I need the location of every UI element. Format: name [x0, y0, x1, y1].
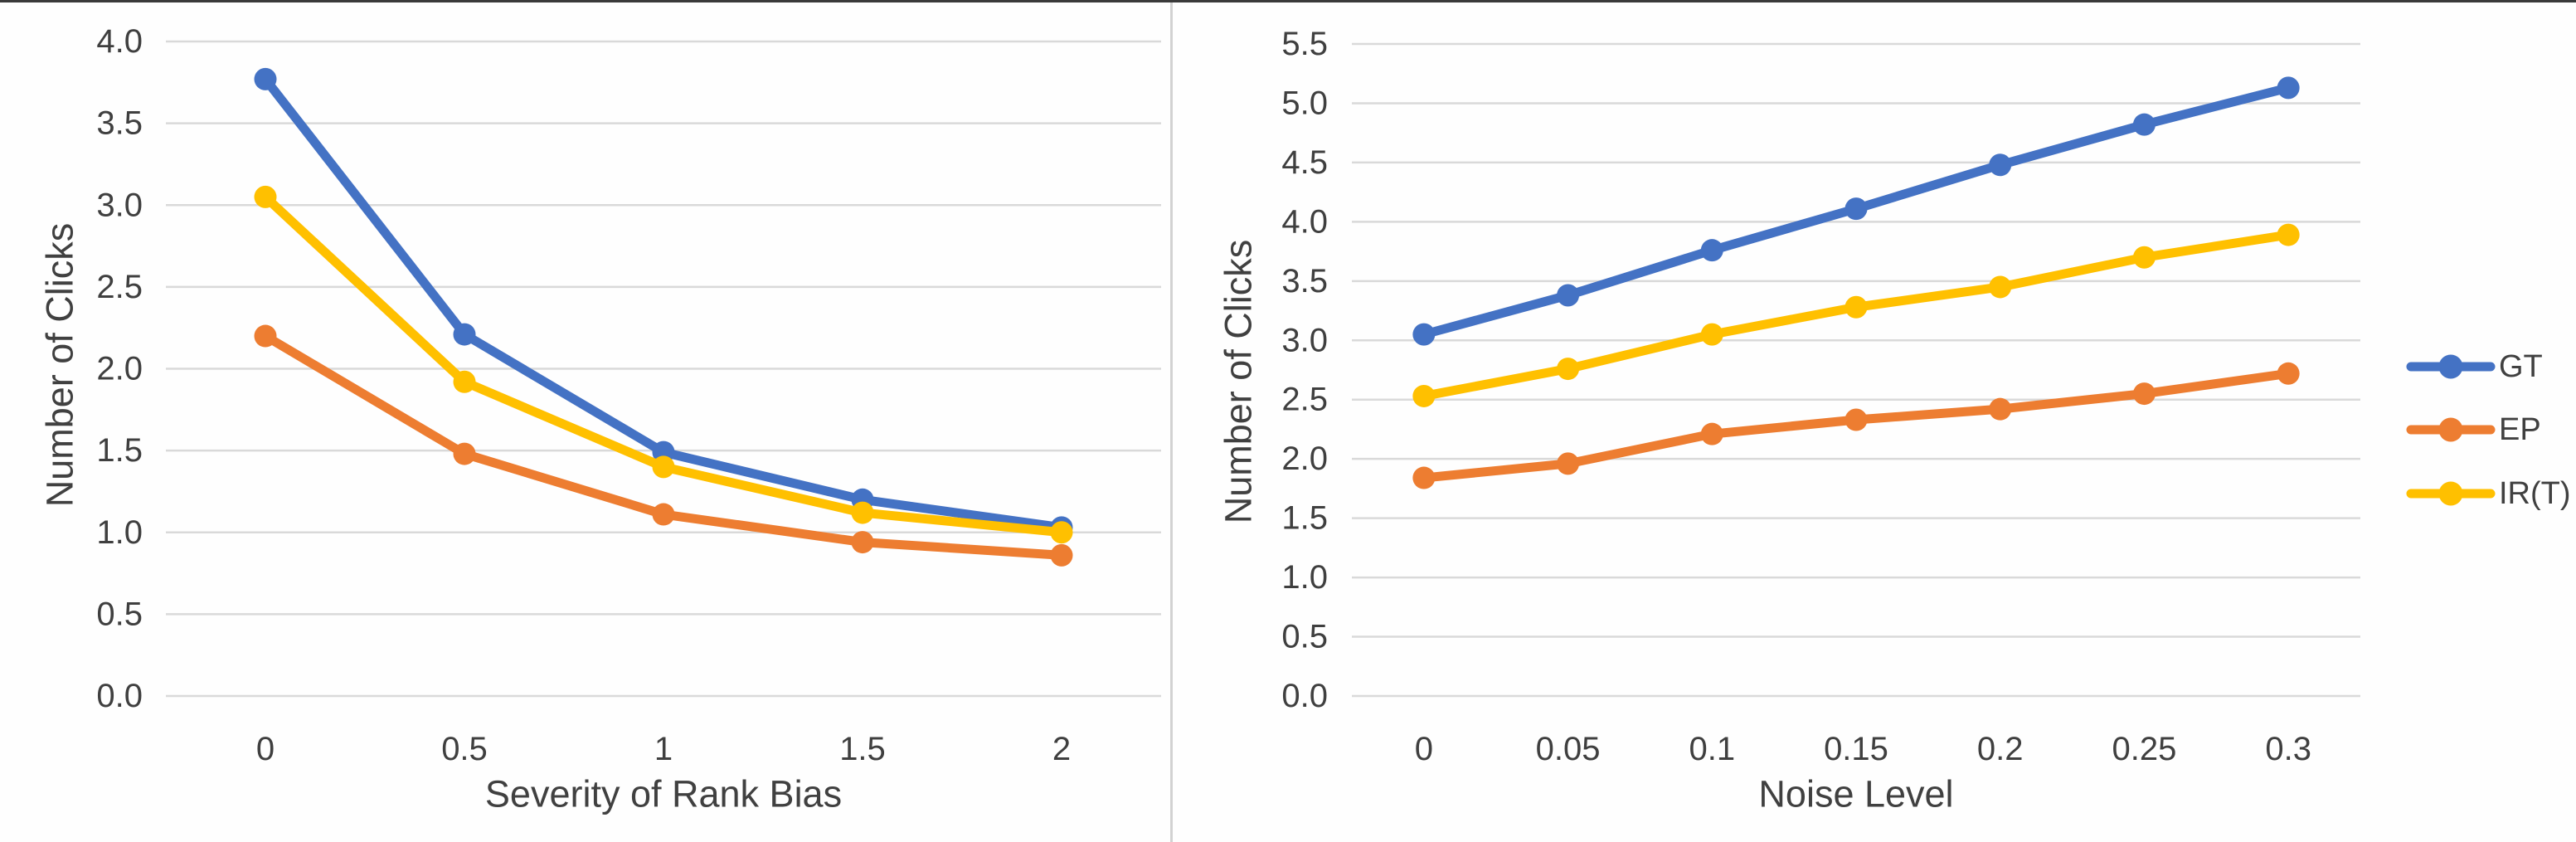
legend-label-IR(T): IR(T)	[2499, 476, 2571, 511]
x-tick-label: 0	[1415, 731, 1433, 767]
data-point-GT	[1845, 197, 1868, 221]
data-point-IR(T)	[2277, 223, 2300, 246]
y-tick-label: 3.5	[1281, 263, 1328, 299]
data-point-GT	[2277, 76, 2300, 100]
y-tick-label: 3.0	[96, 187, 143, 223]
data-point-IR(T)	[1700, 323, 1723, 346]
y-tick-label: 0.0	[96, 678, 143, 714]
y-tick-label: 3.5	[96, 105, 143, 142]
rank-bias-chart-panel: 0.0 0.5 1.0 1.5 2.0 2.5 3.0 3.5 4.0 0 0.5 1 1.5 2 Seve…	[0, 0, 1172, 842]
data-point-EP	[1557, 452, 1580, 475]
y-tick-label: 0.5	[1281, 619, 1328, 655]
y-tick-label: 1.5	[96, 432, 143, 469]
data-point-EP	[652, 503, 675, 526]
y-tick-label: 0.0	[1281, 678, 1328, 714]
data-point-IR(T)	[851, 501, 874, 524]
y-tick-label: 4.5	[1281, 144, 1328, 181]
y-tick-label: 5.5	[1281, 26, 1328, 62]
y-tick-label: 4.0	[1281, 203, 1328, 240]
noise-level-chart-panel: 0.0 0.5 1.0 1.5 2.0 2.5 3.0 3.5 4.0 4.5 5.0 5.5 0 0.0…	[1172, 0, 2576, 842]
data-point-IR(T)	[2132, 246, 2156, 269]
x-tick-label: 0.25	[2112, 731, 2176, 767]
series-line-IR(T)	[260, 192, 1067, 538]
data-point-EP	[1412, 466, 1436, 489]
rank-bias-line-chart: 0.0 0.5 1.0 1.5 2.0 2.5 3.0 3.5 4.0 0 0.5 1 1.5 2 Seve…	[39, 23, 1161, 815]
x-tick-label: 0.3	[2265, 731, 2311, 767]
x-tick-label: 0.5	[441, 731, 488, 767]
data-point-EP	[1989, 397, 2012, 421]
data-point-IR(T)	[1845, 295, 1868, 319]
legend-marker-IR(T)	[2438, 481, 2463, 506]
data-point-GT	[1700, 239, 1723, 262]
legend-label-GT: GT	[2499, 349, 2543, 384]
data-point-IR(T)	[453, 370, 476, 393]
y-tick-label: 1.0	[96, 514, 143, 551]
data-point-IR(T)	[1050, 521, 1073, 544]
data-point-GT	[1412, 323, 1436, 346]
y-tick-label: 0.5	[96, 596, 143, 632]
x-tick-label: 1.5	[839, 731, 886, 767]
x-axis-title: Noise Level	[1758, 773, 1953, 815]
x-tick-label: 0.2	[1977, 731, 2024, 767]
data-point-GT	[1557, 284, 1580, 307]
x-tick-label: 0.15	[1824, 731, 1888, 767]
y-tick-label: 1.0	[1281, 559, 1328, 596]
x-tick-label: 1	[654, 731, 673, 767]
y-tick-label: 2.0	[1281, 440, 1328, 477]
legend-marker-EP	[2438, 417, 2463, 442]
legend-marker-GT	[2438, 354, 2463, 379]
x-tick-label: 0	[256, 731, 275, 767]
data-point-GT	[254, 67, 277, 90]
x-tick-label: 0.1	[1689, 731, 1735, 767]
noise-level-line-chart: 0.0 0.5 1.0 1.5 2.0 2.5 3.0 3.5 4.0 4.5 5.0 5.5 0 0.0…	[1218, 26, 2571, 815]
data-point-EP	[1050, 543, 1073, 567]
data-point-GT	[453, 323, 476, 346]
data-point-EP	[851, 531, 874, 554]
y-tick-label: 2.5	[1281, 382, 1328, 418]
y-tick-label: 4.0	[96, 23, 143, 60]
data-point-EP	[2277, 362, 2300, 385]
data-point-EP	[453, 442, 476, 465]
top-border	[0, 0, 2576, 2]
y-axis-title: Number of Clicks	[39, 223, 81, 508]
data-point-GT	[1989, 153, 2012, 177]
y-tick-label: 3.0	[1281, 322, 1328, 358]
x-tick-label: 0.05	[1536, 731, 1601, 767]
data-point-EP	[1845, 408, 1868, 431]
y-tick-label: 1.5	[1281, 500, 1328, 537]
y-tick-label: 5.0	[1281, 85, 1328, 121]
legend-label-EP: EP	[2499, 412, 2541, 447]
data-point-IR(T)	[1989, 275, 2012, 299]
y-tick-label: 2.5	[96, 269, 143, 305]
data-point-EP	[2132, 382, 2156, 406]
x-tick-label: 2	[1052, 731, 1071, 767]
data-point-IR(T)	[254, 185, 277, 208]
data-point-EP	[1700, 422, 1723, 445]
data-point-EP	[254, 324, 277, 348]
data-point-IR(T)	[1557, 358, 1580, 381]
y-tick-label: 2.0	[96, 351, 143, 387]
data-point-GT	[2132, 113, 2156, 136]
x-axis-title: Severity of Rank Bias	[485, 773, 842, 815]
panel-divider	[1170, 0, 1173, 842]
y-axis-title: Number of Clicks	[1218, 240, 1260, 524]
data-point-IR(T)	[652, 455, 675, 479]
data-point-IR(T)	[1412, 384, 1436, 407]
